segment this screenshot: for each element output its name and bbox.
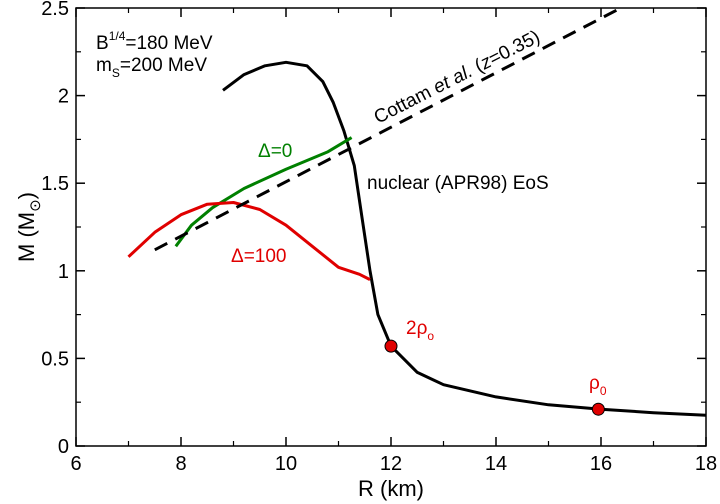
- x-axis-title: R (km): [358, 476, 424, 501]
- series-line-cottam: [154, 8, 625, 252]
- x-tick-label: 6: [70, 453, 81, 475]
- rho0-label: ρ0: [589, 373, 607, 398]
- series-line-nuclear: [222, 60, 706, 417]
- x-tick-label: 12: [380, 453, 402, 475]
- y-tick-label: 2.5: [41, 0, 69, 20]
- nuclear-eos-label: nuclear (APR98) EoS: [367, 173, 549, 194]
- series-line-delta0: [174, 136, 353, 248]
- strange-mass-label: mS=200 MeV: [96, 55, 207, 80]
- series-line-delta100: [127, 201, 371, 281]
- y-tick-label: 1: [58, 261, 69, 283]
- tick-layer: 6 8 10 12 14 16 18 0 0.5 1 1.5 2 2.5: [41, 0, 717, 475]
- x-tick-label: 10: [275, 453, 297, 475]
- bag-constant-label: B1/4=180 MeV: [96, 29, 213, 54]
- x-tick-label: 18: [695, 453, 717, 475]
- y-tick-label: 2: [58, 86, 69, 108]
- marker-layer: [384, 339, 605, 416]
- two-rho-label: 2ρo: [406, 318, 434, 343]
- y-tick-label: 0.5: [41, 348, 69, 370]
- series-layer: [127, 8, 706, 417]
- delta100-label: Δ=100: [231, 246, 287, 267]
- x-tick-label: 14: [485, 453, 507, 475]
- density-marker-1: [591, 402, 605, 416]
- density-marker-0: [384, 339, 398, 353]
- delta0-label: Δ=0: [258, 141, 292, 162]
- cottam-label: Cottam et al. (z=0.35): [371, 27, 544, 129]
- y-tick-label: 0: [58, 436, 69, 458]
- x-tick-label: 8: [175, 453, 186, 475]
- y-axis-title: M (M⊙): [14, 192, 44, 262]
- x-tick-label: 16: [590, 453, 612, 475]
- y-tick-label: 1.5: [41, 173, 69, 195]
